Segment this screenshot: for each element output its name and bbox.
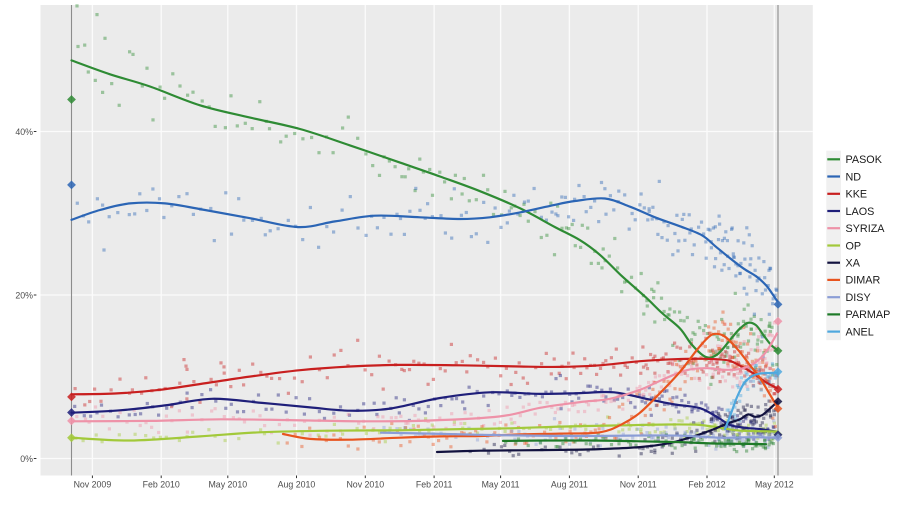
svg-text:DIMAR: DIMAR xyxy=(846,275,881,287)
svg-text:Nov 2011: Nov 2011 xyxy=(620,479,657,489)
svg-text:Feb 2011: Feb 2011 xyxy=(416,479,453,489)
svg-text:XA: XA xyxy=(846,258,861,270)
svg-text:May 2012: May 2012 xyxy=(755,479,794,489)
svg-text:Feb 2010: Feb 2010 xyxy=(143,479,180,489)
svg-text:20%: 20% xyxy=(15,291,33,301)
svg-text:OP: OP xyxy=(846,240,862,252)
svg-text:May 2010: May 2010 xyxy=(208,479,247,489)
svg-text:40%: 40% xyxy=(15,127,33,137)
svg-text:LAOS: LAOS xyxy=(846,206,875,218)
svg-text:Aug 2010: Aug 2010 xyxy=(278,479,316,489)
svg-text:PASOK: PASOK xyxy=(846,154,883,166)
svg-text:KKE: KKE xyxy=(846,189,868,201)
svg-text:Feb 2012: Feb 2012 xyxy=(688,479,725,489)
svg-text:ANEL: ANEL xyxy=(846,326,874,338)
svg-text:0%: 0% xyxy=(20,454,33,464)
svg-text:ND: ND xyxy=(846,171,862,183)
svg-text:Aug 2011: Aug 2011 xyxy=(551,479,588,489)
svg-text:PARMAP: PARMAP xyxy=(846,309,891,321)
svg-text:Nov 2009: Nov 2009 xyxy=(74,479,112,489)
svg-text:May 2011: May 2011 xyxy=(482,479,520,489)
svg-text:DISY: DISY xyxy=(846,292,871,304)
svg-text:Nov 2010: Nov 2010 xyxy=(346,479,384,489)
svg-text:SYRIZA: SYRIZA xyxy=(846,223,886,235)
